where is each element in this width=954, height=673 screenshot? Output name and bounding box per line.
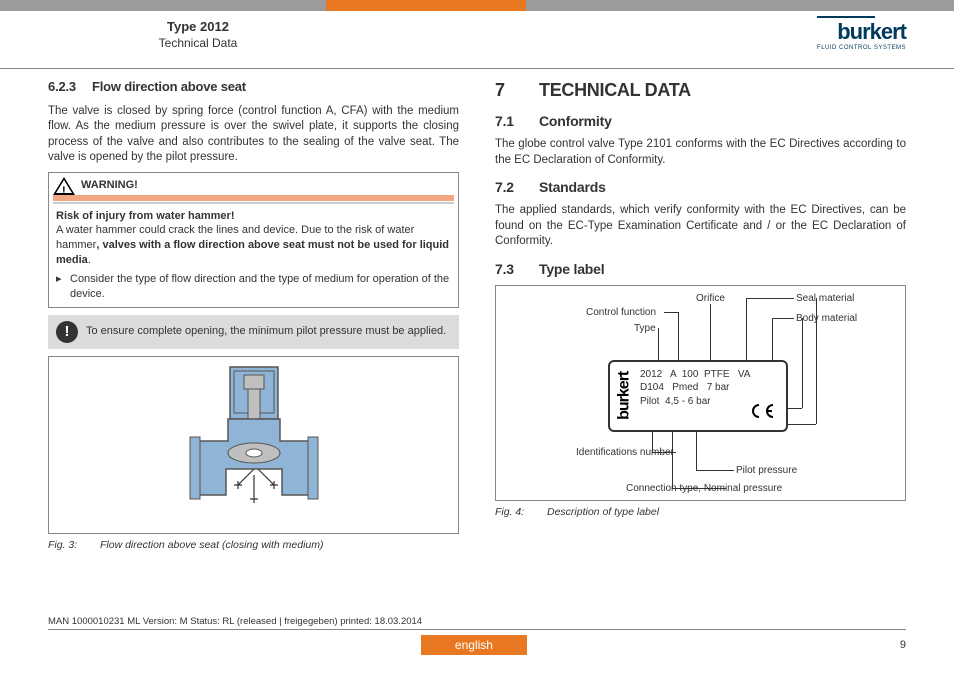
mask-gray-right xyxy=(526,0,954,11)
fig4-text: Description of type label xyxy=(547,506,659,518)
note-box: ! To ensure complete opening, the minimu… xyxy=(48,315,459,349)
header-type: Type 2012 xyxy=(48,19,348,34)
label-line-3: Pilot 4,5 - 6 bar xyxy=(640,395,750,409)
note-text: To ensure complete opening, the minimum … xyxy=(86,324,446,339)
logo-text: burkert xyxy=(817,19,906,45)
warning-bullet-text: Consider the type of flow direction and … xyxy=(70,272,451,302)
heading-num: 6.2.3 xyxy=(48,78,92,96)
figure-4-caption: Fig. 4:Description of type label xyxy=(495,505,906,519)
top-mask-bar xyxy=(0,0,954,11)
callout-body: Body material xyxy=(796,312,857,326)
callout-pilot: Pilot pressure xyxy=(736,464,797,478)
figure-3-box xyxy=(48,356,459,534)
note-exclaim-icon: ! xyxy=(56,321,78,343)
para-7-1: The globe control valve Type 2101 confor… xyxy=(495,137,906,168)
figure-3-caption: Fig. 3:Flow direction above seat (closin… xyxy=(48,538,459,552)
fig3-text: Flow direction above seat (closing with … xyxy=(100,539,324,551)
warn-end: . xyxy=(88,254,91,266)
logo-subtext: FLUID CONTROL SYSTEMS xyxy=(817,45,906,51)
type-label-rect: burkert 2012 A 100 PTFE VA D104 Pmed 7 b… xyxy=(608,360,788,432)
type-label-diagram: Orifice Seal material Control function T… xyxy=(495,285,906,501)
warning-risk-line: Risk of injury from water hammer! xyxy=(56,209,451,224)
callout-type: Type xyxy=(634,322,656,336)
h72-num: 7.2 xyxy=(495,178,539,197)
right-column: 7TECHNICAL DATA 7.1Conformity The globe … xyxy=(495,78,906,619)
fig4-num: Fig. 4: xyxy=(495,505,547,519)
warning-body: Risk of injury from water hammer! A wate… xyxy=(49,204,458,307)
h73-text: Type label xyxy=(539,261,604,277)
heading-7-1: 7.1Conformity xyxy=(495,112,906,131)
header-subtitle: Technical Data xyxy=(48,36,348,50)
warning-title: WARNING! xyxy=(81,178,138,193)
footer-language: english xyxy=(421,635,527,655)
heading-7: 7TECHNICAL DATA xyxy=(495,78,906,102)
footer-page-number: 9 xyxy=(900,639,906,651)
meta-print-line: MAN 1000010231 ML Version: M Status: RL … xyxy=(48,616,422,627)
fig3-num: Fig. 3: xyxy=(48,538,100,552)
warning-bars xyxy=(49,195,458,204)
para-7-2: The applied standards, which verify conf… xyxy=(495,203,906,250)
h73-num: 7.3 xyxy=(495,260,539,279)
mask-gray-left xyxy=(0,0,326,11)
h71-num: 7.1 xyxy=(495,112,539,131)
label-line-1: 2012 A 100 PTFE VA xyxy=(640,368,750,382)
callout-cfn: Control function xyxy=(586,306,656,320)
heading-text: Flow direction above seat xyxy=(92,79,246,94)
bullet-arrow-icon: ▸ xyxy=(56,272,70,302)
h72-text: Standards xyxy=(539,179,606,195)
callout-seal: Seal material xyxy=(796,292,854,306)
warning-header: ! WARNING! xyxy=(49,173,458,195)
warn-bold: , valves with a flow direction above sea… xyxy=(56,239,449,266)
heading-6-2-3: 6.2.3Flow direction above seat xyxy=(48,78,459,96)
warning-triangle-icon: ! xyxy=(53,177,75,195)
h7-num: 7 xyxy=(495,78,539,102)
label-logo-rotated: burkert xyxy=(614,366,634,426)
ce-mark-icon xyxy=(750,403,776,424)
valve-diagram-icon xyxy=(174,365,334,525)
mask-orange xyxy=(326,0,526,11)
content-columns: 6.2.3Flow direction above seat The valve… xyxy=(48,78,906,619)
page-header: Type 2012 Technical Data burkert FLUID C… xyxy=(0,11,954,69)
label-line-2: D104 Pmed 7 bar xyxy=(640,381,750,395)
warning-bullet: ▸ Consider the type of flow direction an… xyxy=(56,272,451,302)
warning-box: ! WARNING! Risk of injury from water ham… xyxy=(48,172,459,308)
header-title-block: Type 2012 Technical Data xyxy=(48,19,348,68)
page-footer: english 9 xyxy=(48,629,906,659)
h7-text: TECHNICAL DATA xyxy=(539,80,691,100)
warning-text: A water hammer could crack the lines and… xyxy=(56,223,451,268)
para-flow-direction: The valve is closed by spring force (con… xyxy=(48,104,459,166)
heading-7-2: 7.2Standards xyxy=(495,178,906,197)
heading-7-3: 7.3Type label xyxy=(495,260,906,279)
h71-text: Conformity xyxy=(539,113,612,129)
label-text-lines: 2012 A 100 PTFE VA D104 Pmed 7 bar Pilot… xyxy=(640,368,750,409)
brand-logo: burkert FLUID CONTROL SYSTEMS xyxy=(817,19,906,68)
left-column: 6.2.3Flow direction above seat The valve… xyxy=(48,78,459,619)
